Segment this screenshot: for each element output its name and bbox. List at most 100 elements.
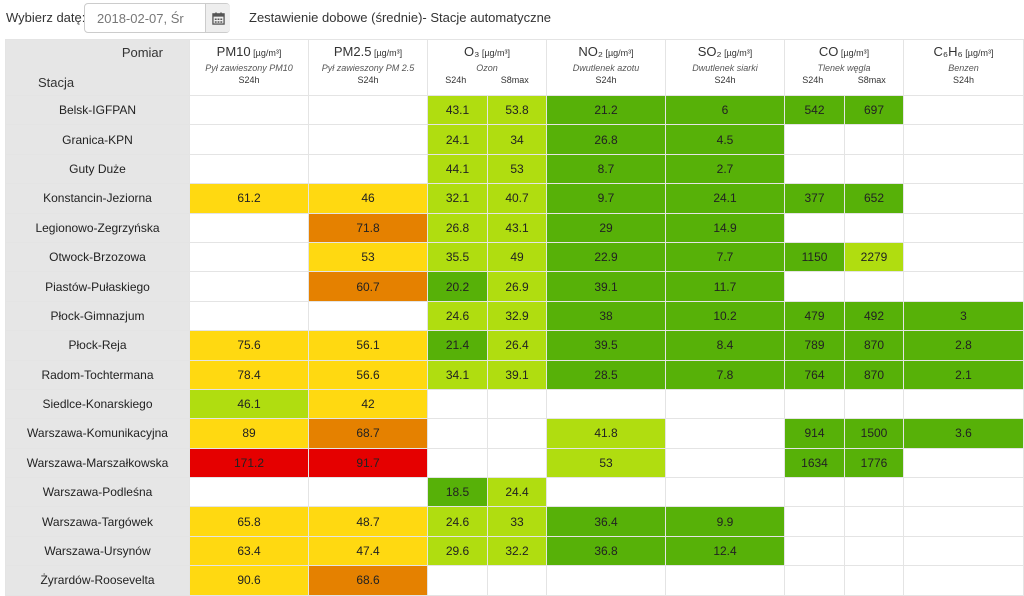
value-cell xyxy=(784,388,846,420)
station-name[interactable]: Granica-KPN xyxy=(5,124,190,155)
averaging-period-label: S24h xyxy=(714,75,736,85)
pollutant-description: Tlenek węgla xyxy=(817,63,871,73)
value-cell xyxy=(844,124,905,155)
pollutant-unit: [µg/m³] xyxy=(479,48,511,58)
value-cell: 91.7 xyxy=(308,447,428,479)
station-name[interactable]: Żyrardów-Roosevelta xyxy=(5,565,190,596)
value-cell xyxy=(844,535,905,567)
value-cell: 90.6 xyxy=(189,565,309,596)
pollutant-description: Ozon xyxy=(476,63,498,73)
pollutant-header-pm25: PM2.5 [µg/m³] Pył zawieszony PM 2.5 S24h xyxy=(308,39,428,96)
table-row: Płock-Gimnazjum 24.6 32.9 38 10.2 479 492 3 xyxy=(5,300,1024,332)
value-cell xyxy=(308,300,428,332)
table-row: Guty Duże 44.1 53 8.7 2.7 xyxy=(5,153,1024,185)
pollutant-code: SO₂ xyxy=(697,44,722,59)
station-name[interactable]: Warszawa-Komunikacyjna xyxy=(5,418,190,449)
table-row: Belsk-IGFPAN 43.1 53.8 21.2 6 542 697 xyxy=(5,94,1024,126)
value-cell: 7.8 xyxy=(665,359,786,390)
table-row: Warszawa-Targówek 65.8 48.7 24.6 33 36.4 9.9 xyxy=(5,506,1024,537)
calendar-button[interactable] xyxy=(205,4,230,32)
value-cell: 32.1 xyxy=(427,183,488,214)
value-cell: 47.4 xyxy=(308,535,428,567)
pollutant-header-o3: O₃ [µg/m³] Ozon S24h S8max xyxy=(426,39,548,96)
value-cell xyxy=(189,477,309,508)
pollutant-description: Pył zawieszony PM10 xyxy=(205,63,293,73)
station-name[interactable]: Piastów-Pułaskiego xyxy=(5,271,190,302)
value-cell xyxy=(665,418,786,449)
station-name[interactable]: Radom-Tochtermana xyxy=(5,359,190,390)
value-cell: 26.8 xyxy=(427,212,488,243)
value-cell xyxy=(903,565,1024,596)
value-cell xyxy=(784,506,846,537)
table-row: Legionowo-Zegrzyńska 71.8 26.8 43.1 29 14.9 xyxy=(5,212,1024,243)
value-cell: 39.1 xyxy=(486,359,548,390)
value-cell xyxy=(784,565,846,596)
value-cell: 61.2 xyxy=(189,183,309,214)
station-name[interactable]: Warszawa-Marszałkowska xyxy=(5,447,190,479)
value-cell xyxy=(665,477,786,508)
station-name[interactable]: Warszawa-Podleśna xyxy=(5,477,190,508)
value-cell: 24.4 xyxy=(486,477,548,508)
value-cell xyxy=(427,388,488,420)
header-row: Pomiar Stacja PM10 [µg/m³] Pył zawieszony… xyxy=(5,39,1024,96)
value-cell xyxy=(844,388,905,420)
value-cell xyxy=(189,124,309,155)
value-cell: 38 xyxy=(546,300,667,332)
pollutant-header-pm10: PM10 [µg/m³] Pył zawieszony PM10 S24h xyxy=(189,39,309,96)
station-name[interactable]: Guty Duże xyxy=(5,153,190,185)
value-cell: 36.8 xyxy=(546,535,667,567)
pollutant-subheaders: S24h xyxy=(905,75,1023,85)
pollutant-code: CO xyxy=(818,44,839,59)
value-cell xyxy=(308,124,428,155)
value-cell: 14.9 xyxy=(665,212,786,243)
pollutant-unit: [µg/m³] xyxy=(962,48,994,58)
value-cell: 49 xyxy=(486,241,548,273)
pollutant-description: Pył zawieszony PM 2.5 xyxy=(321,63,415,73)
value-cell xyxy=(784,153,846,185)
value-cell xyxy=(903,447,1024,479)
date-picker[interactable] xyxy=(84,3,230,33)
value-cell xyxy=(784,271,846,302)
station-name[interactable]: Płock-Reja xyxy=(5,330,190,361)
station-name[interactable]: Legionowo-Zegrzyńska xyxy=(5,212,190,243)
value-cell: 789 xyxy=(784,330,846,361)
value-cell xyxy=(903,183,1024,214)
value-cell: 697 xyxy=(844,94,905,126)
station-name[interactable]: Konstancin-Jeziorna xyxy=(5,183,190,214)
value-cell xyxy=(189,271,309,302)
station-name[interactable]: Warszawa-Targówek xyxy=(5,506,190,537)
value-cell: 479 xyxy=(784,300,846,332)
value-cell xyxy=(844,212,905,243)
averaging-period-label: S24h xyxy=(357,75,379,85)
value-cell: 7.7 xyxy=(665,241,786,273)
station-name[interactable]: Siedlce-Konarskiego xyxy=(5,388,190,420)
date-input[interactable] xyxy=(85,4,205,32)
station-name[interactable]: Otwock-Brzozowa xyxy=(5,241,190,273)
pollutant-code: NO₂ xyxy=(578,44,603,59)
value-cell: 29.6 xyxy=(427,535,488,567)
value-cell: 53.8 xyxy=(486,94,548,126)
value-cell xyxy=(546,388,667,420)
value-cell: 12.4 xyxy=(665,535,786,567)
value-cell: 29 xyxy=(546,212,667,243)
value-cell: 11.7 xyxy=(665,271,786,302)
value-cell: 6 xyxy=(665,94,786,126)
value-cell: 68.7 xyxy=(308,418,428,449)
value-cell: 2.1 xyxy=(903,359,1024,390)
station-name[interactable]: Płock-Gimnazjum xyxy=(5,300,190,332)
averaging-period-label: S24h xyxy=(802,75,824,85)
table-row: Otwock-Brzozowa 53 35.5 49 22.9 7.7 1150 2279 xyxy=(5,241,1024,273)
value-cell xyxy=(844,153,905,185)
station-name[interactable]: Warszawa-Ursynów xyxy=(5,535,190,567)
pollutant-subheaders: S24h xyxy=(191,75,308,85)
value-cell xyxy=(308,153,428,185)
value-cell: 65.8 xyxy=(189,506,309,537)
value-cell: 42 xyxy=(308,388,428,420)
value-cell: 32.9 xyxy=(486,300,548,332)
station-name[interactable]: Belsk-IGFPAN xyxy=(5,94,190,126)
value-cell xyxy=(486,565,548,596)
value-cell xyxy=(308,477,428,508)
value-cell: 36.4 xyxy=(546,506,667,537)
value-cell: 20.2 xyxy=(427,271,488,302)
value-cell: 3 xyxy=(903,300,1024,332)
